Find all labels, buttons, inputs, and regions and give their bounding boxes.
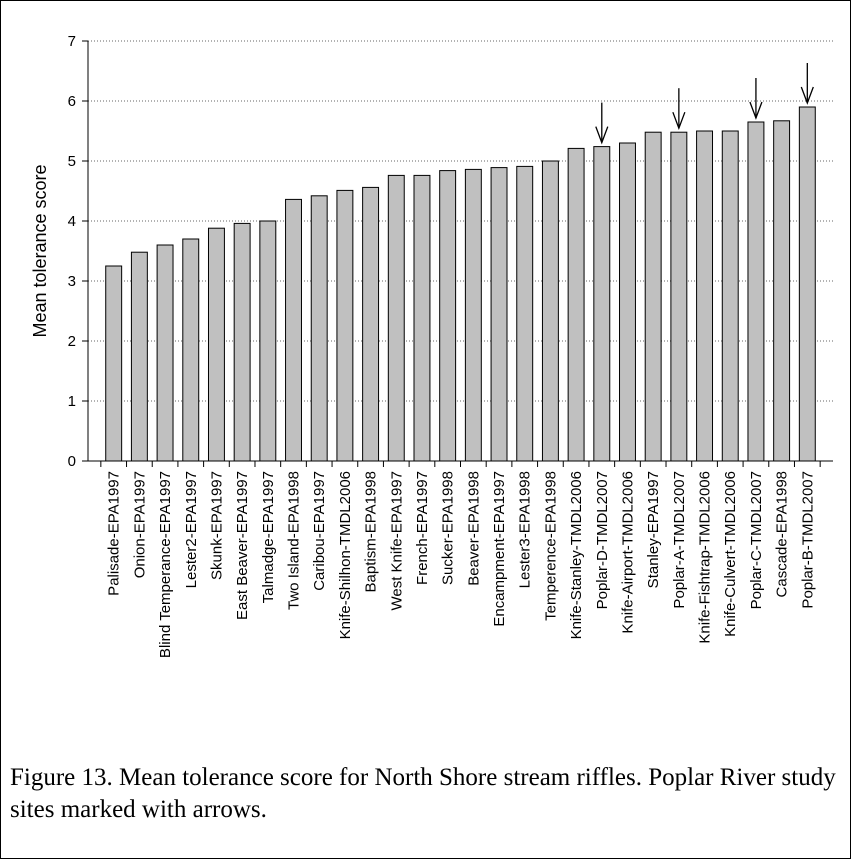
bar [439,170,457,462]
bar [490,167,508,462]
x-tick-label: East Beaver-EPA1997 [234,471,251,620]
x-tick-label: Beaver-EPA1998 [465,471,482,586]
bar [156,244,174,462]
bar [207,227,225,462]
x-tick-label: Talmadge-EPA1997 [260,471,277,603]
bar [516,165,534,462]
y-tick-label: 4 [68,213,76,230]
x-tick-label: West Knife-EPA1997 [388,471,405,611]
x-tick-label: Poplar-C-TMDL2007 [748,471,765,609]
bar [619,142,636,462]
x-tick-label: Two Island-EPA1998 [286,471,303,610]
x-tick-label: Knife-Airport-TMDL2006 [619,471,636,634]
caption: Figure 13. Mean tolerance score for Nort… [10,764,836,823]
x-tick-label: Encampment-EPA1997 [491,471,508,627]
x-tick-label: Sucker-EPA1998 [440,471,457,585]
bar [310,195,328,462]
arrow-head [672,111,686,131]
x-tick-label: Lester2-EPA1997 [183,471,200,588]
bar [670,131,688,462]
bar [721,130,739,462]
bar [798,106,816,462]
y-tick-label: 6 [68,93,76,110]
x-tick-label: Temperence-EPA1998 [542,471,559,621]
bar [362,186,380,462]
y-tick-label: 5 [68,153,76,170]
bar [336,189,354,462]
bar [259,220,277,462]
bar [105,265,123,462]
x-tick-label: Skunk-EPA1997 [208,471,225,580]
bar [464,168,482,462]
y-tick-label: 7 [68,33,76,50]
x-tick-label: Lester3-EPA1998 [517,471,534,588]
x-tick-label: Knife-Fishtrap-TMDL2006 [697,471,714,644]
x-tick-label: French-EPA1997 [414,471,431,585]
y-tick-label: 2 [68,333,76,350]
bar [773,120,791,462]
arrow-head [800,86,814,105]
arrow-head [749,101,763,120]
bar [644,131,662,462]
x-tick-label: Knife-Stanley-TMDL2006 [568,471,585,639]
bar [182,238,200,462]
x-tick-label: Poplar-D-TMDL2007 [594,471,611,609]
bar [387,174,405,462]
bar [233,222,251,462]
y-axis-label: Mean tolerance score [30,164,50,337]
y-tick-label: 0 [68,453,76,470]
bar [413,174,431,462]
bar [696,130,714,462]
bar [747,121,765,462]
x-tick-label: Stanley-EPA1997 [645,471,662,588]
bar [285,198,302,462]
bar [567,147,585,462]
x-tick-label: Palisade-EPA1997 [106,471,123,596]
bar [593,146,611,462]
x-tick-label: Blind Temperance-EPA1997 [157,471,174,658]
x-tick-label: Baptism-EPA1998 [363,471,380,592]
chart: Mean tolerance score 0 1 2 3 4 5 6 7 Palisade-EP… [30,33,833,658]
y-tick-label: 3 [68,273,76,290]
x-tick-label: Knife-Shilhon-TMDL2006 [337,471,354,639]
x-tick-label: Knife-Culvert-TMDL2006 [722,471,739,637]
x-tick-label: Poplar-B-TMDL2007 [799,471,816,609]
y-tick-label: 1 [68,393,76,410]
x-tick-label: Poplar-A-TMDL2007 [671,471,688,609]
bar [541,160,559,462]
x-tick-label: Onion-EPA1997 [131,471,148,578]
x-tick-label: Caribou-EPA1997 [311,471,328,591]
arrow-head [595,126,609,145]
x-tick-label: Cascade-EPA1998 [774,471,791,597]
bar [130,251,148,462]
